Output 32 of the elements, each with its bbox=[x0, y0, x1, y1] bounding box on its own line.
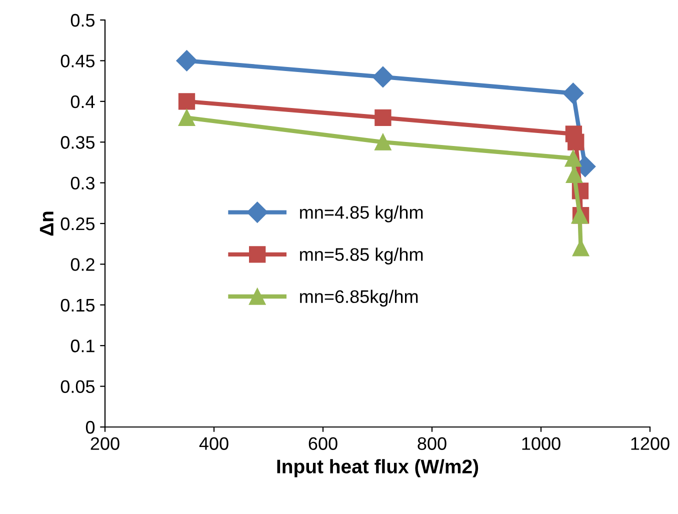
y-tick-label: 0 bbox=[86, 420, 95, 434]
y-tick-label: 0.45 bbox=[60, 54, 95, 68]
x-tick-label: 800 bbox=[418, 437, 446, 450]
y-tick-label: 0.05 bbox=[60, 380, 95, 394]
y-tick-label: 0.5 bbox=[70, 14, 95, 27]
y-tick-label: 0.35 bbox=[60, 136, 95, 149]
y-tick-label: 0.4 bbox=[70, 95, 95, 108]
y-tick-label: 0.25 bbox=[60, 217, 95, 230]
point bbox=[564, 150, 582, 167]
x-tick-label: 1000 bbox=[522, 437, 560, 450]
point bbox=[176, 50, 198, 72]
y-axis-title: Δn bbox=[40, 212, 54, 236]
point bbox=[178, 93, 196, 110]
y-tick-label: 0.15 bbox=[60, 298, 95, 312]
y-tick-label: 0.2 bbox=[70, 258, 94, 271]
x-tick-label: 600 bbox=[308, 437, 338, 450]
x-axis-title: Input heat flux (W/m2) bbox=[277, 459, 478, 478]
x-tick-label: 200 bbox=[90, 437, 120, 450]
point bbox=[374, 109, 392, 126]
legend-label: mn=5.85 kg/hm bbox=[300, 248, 423, 264]
point bbox=[566, 166, 583, 183]
x-tick-label: 400 bbox=[199, 437, 228, 450]
y-tick-label: 0.3 bbox=[70, 176, 94, 190]
point bbox=[178, 109, 196, 126]
legend-label: mn=6.85kg/hm bbox=[300, 290, 418, 307]
point bbox=[374, 134, 392, 150]
legend-label: mn=4.85 kg/hm bbox=[300, 206, 423, 222]
x-tick-label: 1200 bbox=[631, 437, 670, 450]
point bbox=[562, 82, 584, 104]
point bbox=[372, 66, 394, 88]
point bbox=[568, 134, 584, 150]
y-tick-label: 0.1 bbox=[70, 340, 94, 352]
